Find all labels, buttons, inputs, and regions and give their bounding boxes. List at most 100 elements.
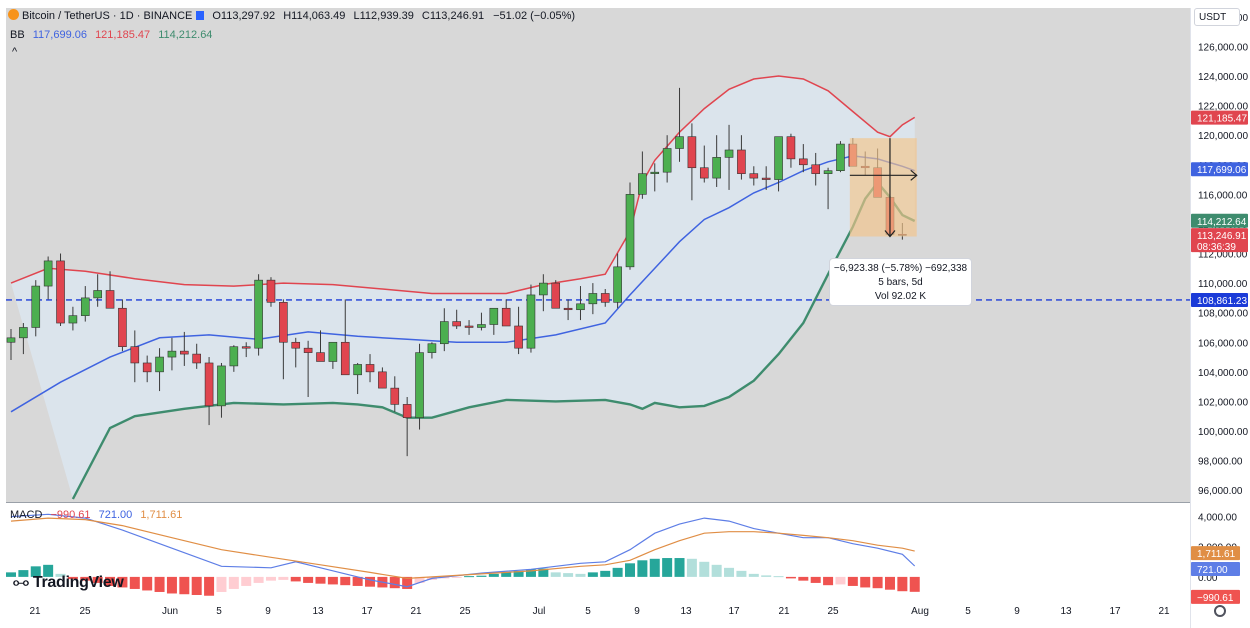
macd-histogram-bar [847,576,858,586]
macd-legend[interactable]: MACD −990.61 721.00 1,711.61 [10,509,187,521]
measure-rect-fill [849,138,917,237]
candle-body [737,149,746,174]
candle-body [378,371,387,389]
measure-arrow-head [910,169,918,181]
macd-histogram-bar [290,576,301,582]
candle-body [328,341,338,362]
macd-histogram-bar [80,576,91,581]
price-tick-label: 98,000.00 [1198,457,1243,468]
candle-body [563,307,573,311]
price-tick-label: 108,000.00 [1198,309,1248,320]
candle-body [786,136,796,160]
measure-bars: 5 bars, 5d [878,277,923,288]
time-axis[interactable]: 21 25 Jun 5 9 13 17 21 25 Jul 5 9 13 17 21 25 Aug 5 9 13 17 2… [29,606,1170,617]
bb-upper-price-label: 121,185.47 [1197,114,1247,125]
macd-histogram-bar [30,566,41,577]
flag-icon[interactable] [196,11,205,20]
close-value: 113,246.91 [429,10,485,22]
candle-body [799,158,808,166]
countdown-label: 08:36:39 [1197,242,1236,253]
macd-tick-label: 4,000.00 [1198,513,1237,524]
candle-body [266,279,276,303]
collapse-legend-icon[interactable]: ^ [12,46,18,58]
macd-histogram-bar [872,576,883,589]
macd-histogram-bar [241,576,252,586]
candle-body [551,282,561,309]
macd-histogram-bar [389,576,400,589]
macd-histogram-bar [674,558,685,577]
settings-gear-icon[interactable] [1214,605,1226,617]
macd-hist-label: −990.61 [1197,593,1234,604]
symbol-legend: Bitcoin / TetherUS · 1D · BINANCE O113,29… [8,9,580,22]
candle-body [526,294,536,349]
price-tick-label: 104,000.00 [1198,368,1248,379]
time-tick-label: 21 [29,606,41,617]
candle-body [365,364,375,373]
tradingview-logo-icon: ⧟ [13,574,29,591]
macd-histogram-bar [600,570,611,577]
candle-body [464,325,474,328]
macd-histogram-bar [67,576,78,580]
macd-histogram-bar [55,573,66,577]
macd-histogram-bar [117,576,128,588]
bb-legend[interactable]: BB 117,699.06 121,185.47 114,212.64 [10,29,217,41]
candle-body [390,387,400,405]
tradingview-logo[interactable]: ⧟ TradingView [13,574,124,592]
change-value: −51.02 (−0.05%) [493,10,576,22]
candle-body [340,341,350,376]
candle-body [254,279,263,349]
candle-body [142,362,152,373]
macd-histogram-bar [686,558,697,577]
time-tick-label: 5 [216,606,222,617]
candle-body [662,148,672,173]
candle-body [118,307,127,348]
macd-signal-label: 1,711.61 [1197,549,1236,560]
macd-line-label-box [1191,562,1240,577]
price-tick-label: 116,000.00 [1198,190,1248,201]
price-axis[interactable]: 128,000.00126,000.00124,000.00122,000.00… [1191,13,1248,497]
macd-hist-label-box [1191,589,1240,604]
candle-body [452,321,461,327]
macd-histogram-bar [699,561,710,577]
time-tick-label: 9 [1014,606,1020,617]
candle-body [811,164,821,174]
macd-histogram-bar [476,575,487,577]
macd-histogram-bar [501,572,512,577]
price-tick-label: 102,000.00 [1198,397,1248,408]
macd-histogram-bar [711,564,722,577]
currency-selector[interactable]: USDT [1194,8,1240,26]
candle-body [56,260,65,324]
macd-histogram-bar [352,576,363,586]
candle-body [204,362,214,407]
candle-body [489,307,499,325]
macd-axis[interactable]: 4,000.002,000.000.001,711.61721.00−990.6… [1191,513,1240,604]
bb-upper-line [10,75,916,295]
candle-body [316,352,325,362]
macd-histogram-bar [884,576,895,590]
macd-histogram-bar [166,576,177,594]
macd-histogram-bar [525,569,536,577]
macd-histogram-bar [365,576,376,587]
macd-histogram-bar [860,576,871,588]
candle-body [501,307,511,327]
macd-histogram-bar [748,573,759,577]
measure-tooltip: −6,923.38 (−5.78%) −692,338 5 bars, 5d V… [829,258,972,306]
macd-line [10,513,916,588]
candle-body [180,350,189,355]
candle-body [514,325,523,349]
candle-body [80,297,90,316]
bb-legend-label: BB [10,29,25,41]
candle-body [279,302,288,343]
price-tick-label: 120,000.00 [1198,131,1248,142]
bb-lower-price-label: 114,212.64 [1197,217,1247,228]
candle-body [477,324,486,328]
macd-signal-value: 1,711.61 [140,509,183,521]
candle-body [687,136,697,169]
candle-body [699,167,709,179]
symbol-title[interactable]: Bitcoin / TetherUS · 1D · BINANCE [22,10,193,22]
measure-tool-rect[interactable] [849,138,918,238]
time-tick-label: 21 [410,606,422,617]
candle-body [291,341,301,349]
time-tick-label: 9 [634,606,640,617]
